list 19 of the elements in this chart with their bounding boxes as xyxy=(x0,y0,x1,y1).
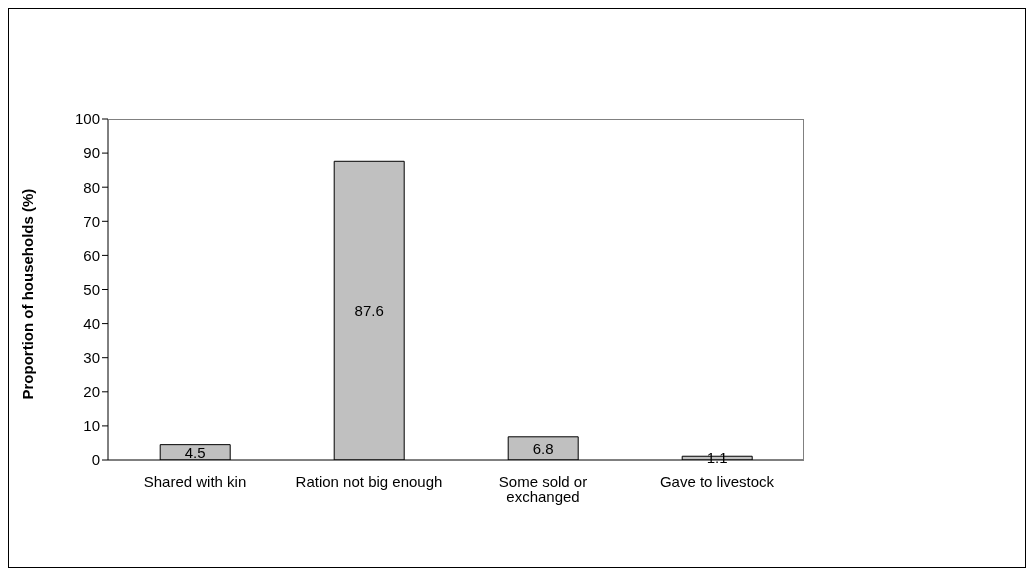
x-tick-label: Ration not big enough xyxy=(295,472,443,490)
y-tick-label: 60 xyxy=(83,246,100,264)
y-tick-label: 10 xyxy=(83,417,100,435)
y-tick-label: 30 xyxy=(83,349,100,367)
y-tick-label: 70 xyxy=(83,212,100,230)
data-label: 4.5 xyxy=(184,443,206,461)
y-tick-label: 100 xyxy=(74,110,100,128)
y-tick-label: 50 xyxy=(83,280,100,298)
x-tick-label: Some sold or exchanged xyxy=(498,472,588,505)
y-tick-label: 40 xyxy=(83,314,100,332)
data-label: 87.6 xyxy=(354,301,384,319)
y-axis-title: Proportion of households (%) xyxy=(19,188,37,400)
x-tick-label: Shared with kin xyxy=(143,472,247,490)
y-tick-label: 90 xyxy=(83,144,100,162)
data-label: 6.8 xyxy=(532,439,554,457)
x-tick-label: Gave to livestock xyxy=(659,472,775,490)
y-tick-label: 20 xyxy=(83,383,100,401)
y-tick-label: 0 xyxy=(91,451,100,469)
y-tick-label: 80 xyxy=(83,178,100,196)
